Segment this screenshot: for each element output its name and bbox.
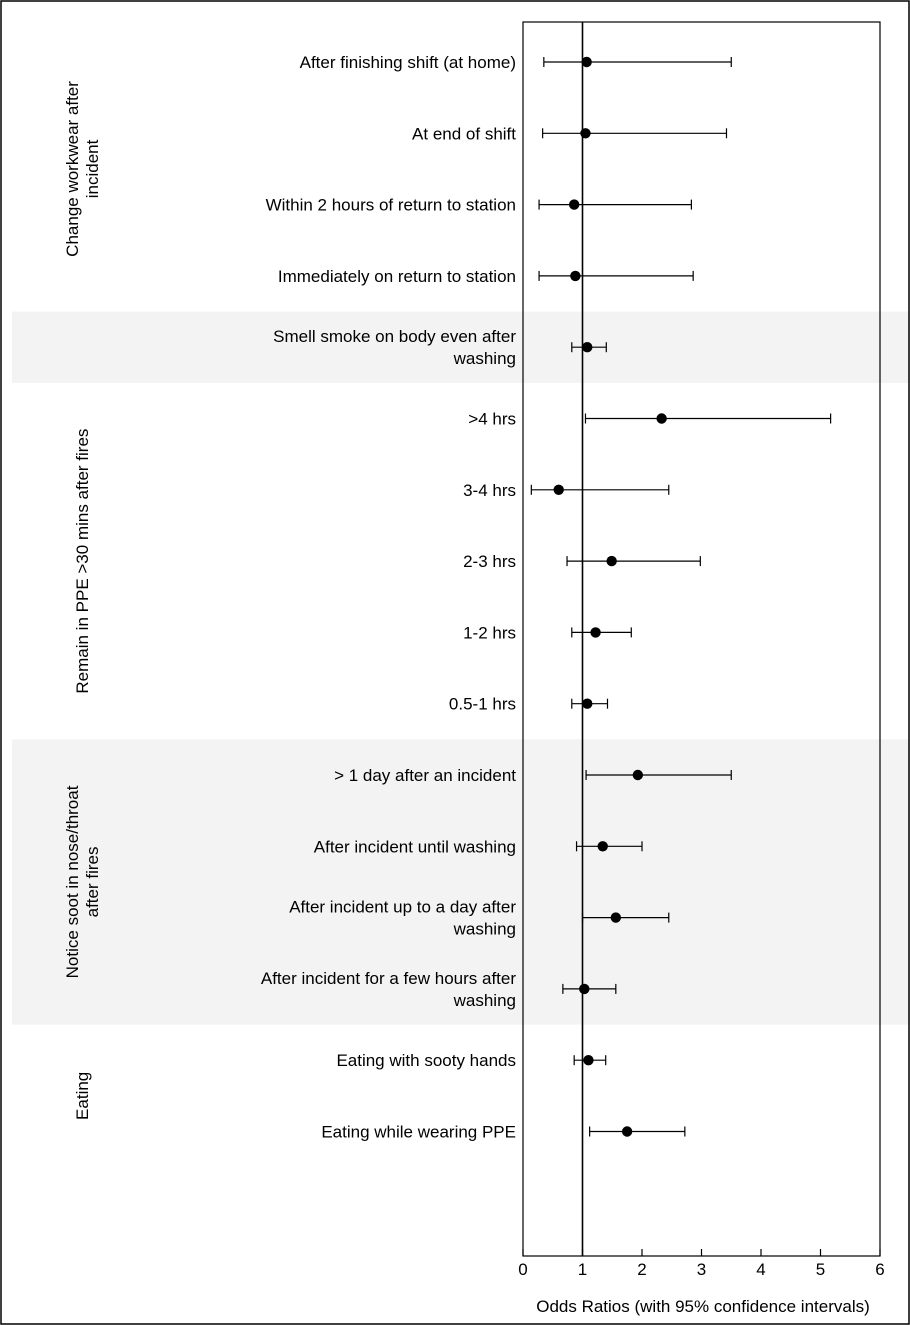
group-label-line: incident xyxy=(83,139,102,198)
row-label-line: Smell smoke on body even after xyxy=(273,327,516,346)
row-label-line: Immediately on return to station xyxy=(278,267,516,286)
row-label-line: 3-4 hrs xyxy=(463,481,516,500)
group-band-1 xyxy=(12,311,910,383)
group-label: Remain in PPE >30 mins after fires xyxy=(73,429,92,694)
row-label: Within 2 hours of return to station xyxy=(266,196,516,215)
group-band-3 xyxy=(12,739,910,1025)
group-label-line: after fires xyxy=(83,847,102,918)
row-label: 3-4 hrs xyxy=(463,481,516,500)
odds-ratio-point xyxy=(580,128,591,139)
row-label-line: At end of shift xyxy=(412,124,516,143)
group-label: Notice soot in nose/throatafter fires xyxy=(63,785,102,978)
odds-ratio-point xyxy=(632,769,644,781)
odds-ratio-point xyxy=(582,342,593,353)
row-label-line: Within 2 hours of return to station xyxy=(266,196,516,215)
row-label: > 1 day after an incident xyxy=(334,766,516,785)
group-bands xyxy=(12,311,910,1025)
row-label: After finishing shift (at home) xyxy=(300,53,516,72)
row-label: After incident up to a day after washing xyxy=(289,898,516,939)
row-label-line: After incident for a few hours after xyxy=(261,969,516,988)
odds-ratio-point xyxy=(656,413,667,424)
row-label: At end of shift xyxy=(412,124,516,143)
row-label-line: >4 hrs xyxy=(468,410,516,429)
row-label: Smell smoke on body even after washing xyxy=(273,327,516,368)
row-label-line: washing xyxy=(453,920,516,939)
odds-ratio-point xyxy=(597,841,608,852)
row-label-line: washing xyxy=(453,991,516,1010)
row-label: 0.5-1 hrs xyxy=(449,695,516,714)
odds-ratio-point xyxy=(568,199,580,210)
odds-ratio-point xyxy=(590,627,601,638)
row-label-line: Eating while wearing PPE xyxy=(321,1123,516,1142)
row-label-line: 0.5-1 hrs xyxy=(449,695,516,714)
group-names: Change workwear afterincident Remain in P… xyxy=(63,81,102,1120)
odds-ratio-point xyxy=(553,484,564,495)
group-label-line: Eating xyxy=(73,1072,92,1120)
x-tick-label: 6 xyxy=(875,1260,884,1279)
group-label-line: Remain in PPE >30 mins after fires xyxy=(73,429,92,694)
row-label-line: After incident up to a day after xyxy=(289,898,516,917)
row-label-line: After incident until washing xyxy=(314,837,516,856)
x-tick-label: 1 xyxy=(578,1260,587,1279)
row-label-line: After finishing shift (at home) xyxy=(300,53,516,72)
row-label: 2-3 hrs xyxy=(463,552,516,571)
odds-ratio-point xyxy=(582,698,593,709)
row-label: Immediately on return to station xyxy=(278,267,516,286)
row-label: Eating with sooty hands xyxy=(336,1051,516,1070)
x-tick-label: 5 xyxy=(816,1260,825,1279)
odds-ratio-point xyxy=(570,270,581,282)
odds-ratio-point xyxy=(606,555,617,567)
odds-ratio-point xyxy=(583,1055,594,1066)
x-axis-label: Odds Ratios (with 95% confidence interva… xyxy=(536,1297,870,1316)
row-label: After incident for a few hours after wash… xyxy=(261,969,516,1010)
group-label: Eating xyxy=(73,1072,92,1120)
row-label: After incident until washing xyxy=(314,837,516,856)
odds-ratio-point xyxy=(581,56,592,68)
x-tick-label: 2 xyxy=(637,1260,646,1279)
row-label-line: washing xyxy=(453,349,516,368)
odds-ratio-point xyxy=(621,1126,633,1137)
group-label-line: Notice soot in nose/throat xyxy=(63,785,82,978)
group-label-line: Change workwear after xyxy=(63,81,82,257)
odds-ratio-point xyxy=(579,983,590,995)
row-label-line: 2-3 hrs xyxy=(463,552,516,571)
odds-ratio-point xyxy=(610,912,622,923)
odds-ratio-points xyxy=(553,56,667,1137)
row-label-line: 1-2 hrs xyxy=(463,623,516,642)
row-label-line: Eating with sooty hands xyxy=(336,1051,516,1070)
x-axis: 0 1 2 3 4 5 6 xyxy=(518,1249,885,1279)
group-label: Change workwear afterincident xyxy=(63,81,102,257)
row-label: 1-2 hrs xyxy=(463,623,516,642)
x-tick-label: 3 xyxy=(697,1260,706,1279)
row-label: >4 hrs xyxy=(468,410,516,429)
row-labels: After finishing shift (at home) At end of… xyxy=(261,53,516,1142)
row-label: Eating while wearing PPE xyxy=(321,1123,516,1142)
x-tick-label: 4 xyxy=(756,1260,765,1279)
x-tick-label: 0 xyxy=(518,1260,527,1279)
row-label-line: > 1 day after an incident xyxy=(334,766,516,785)
